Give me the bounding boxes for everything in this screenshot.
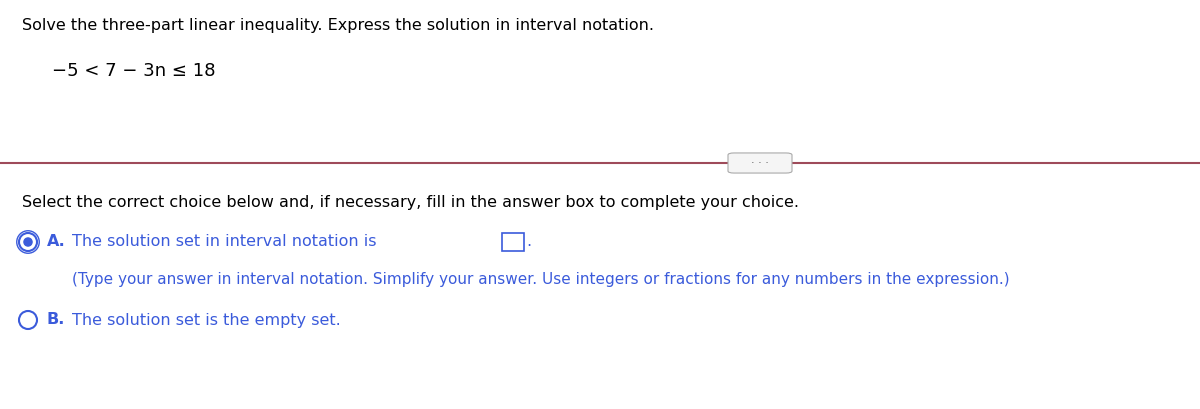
Text: The solution set in interval notation is: The solution set in interval notation is [72,234,377,249]
Ellipse shape [19,311,37,329]
Text: .: . [526,234,532,249]
Text: Solve the three-part linear inequality. Express the solution in interval notatio: Solve the three-part linear inequality. … [22,18,654,33]
Text: B.: B. [47,312,65,328]
Text: Select the correct choice below and, if necessary, fill in the answer box to com: Select the correct choice below and, if … [22,195,799,210]
FancyBboxPatch shape [728,153,792,173]
Text: The solution set is the empty set.: The solution set is the empty set. [72,312,341,328]
Ellipse shape [19,233,37,251]
Ellipse shape [24,238,32,246]
Text: · · ·: · · · [751,158,769,168]
Text: −5 < 7 − 3n ≤ 18: −5 < 7 − 3n ≤ 18 [52,62,216,80]
Text: (Type your answer in interval notation. Simplify your answer. Use integers or fr: (Type your answer in interval notation. … [72,272,1009,287]
FancyBboxPatch shape [502,233,524,251]
Text: A.: A. [47,234,66,249]
